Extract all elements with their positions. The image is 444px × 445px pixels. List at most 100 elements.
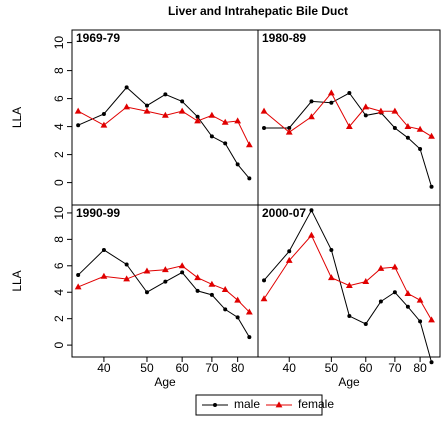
series-line [77, 249, 250, 338]
y-tick-label: 6 [52, 95, 66, 102]
series-line [77, 86, 250, 179]
y-tick-label: 2 [52, 315, 66, 322]
point [404, 123, 412, 129]
panel-label: 1969-79 [76, 31, 120, 45]
y-tick-label: 10 [52, 36, 66, 50]
point [404, 289, 412, 296]
point [309, 99, 314, 104]
y-tick-label: 0 [52, 341, 66, 348]
point [100, 121, 108, 128]
point [123, 275, 131, 282]
point [247, 176, 252, 181]
point [362, 103, 370, 110]
point [405, 304, 410, 309]
point [208, 111, 216, 118]
point [285, 128, 293, 135]
point [180, 270, 185, 275]
point [195, 288, 200, 293]
point [287, 126, 292, 130]
point [195, 114, 200, 119]
x-tick-label: 60 [359, 361, 373, 375]
point [345, 123, 353, 129]
point [161, 111, 169, 118]
point [429, 184, 434, 189]
point [392, 126, 397, 130]
point [418, 147, 423, 151]
point [143, 267, 151, 274]
x-tick-label: 50 [325, 361, 339, 375]
x-tick-label: 80 [231, 361, 245, 375]
point [223, 307, 228, 312]
point [262, 126, 267, 130]
panel-label: 1980-89 [262, 31, 306, 45]
point [377, 107, 385, 114]
point [405, 135, 410, 140]
y-tick-label: 4 [52, 123, 66, 130]
point [309, 208, 314, 213]
point [163, 92, 168, 97]
point [235, 315, 240, 320]
x-tick-label: 70 [205, 361, 219, 375]
point [74, 107, 82, 114]
point [247, 335, 252, 340]
y-tick-label: 6 [52, 262, 66, 269]
point [327, 274, 335, 281]
y-tick-label: 2 [52, 151, 66, 158]
point [74, 283, 82, 290]
point [123, 103, 131, 110]
legend-box [195, 394, 323, 416]
y-tick-label: 10 [52, 206, 66, 220]
x-tick-label: 40 [97, 361, 111, 375]
point [194, 117, 201, 124]
point [327, 89, 335, 96]
point [223, 141, 228, 146]
point [378, 299, 383, 304]
point [143, 107, 151, 114]
x-tick-label: 40 [283, 361, 297, 375]
point [163, 279, 168, 284]
y-tick-label: 8 [52, 67, 66, 74]
point [209, 134, 214, 139]
chart-title: Liver and Intrahepatic Bile Duct [168, 4, 348, 18]
point [392, 290, 397, 295]
y-axis-label: LLA [10, 107, 24, 128]
point [234, 117, 242, 124]
point [180, 99, 185, 104]
point [101, 247, 106, 252]
point [391, 263, 399, 270]
point [260, 295, 268, 302]
point [429, 360, 434, 365]
point [178, 262, 186, 269]
point [363, 321, 368, 326]
y-tick-label: 8 [52, 236, 66, 243]
point [76, 273, 81, 278]
x-tick-label: 80 [413, 361, 427, 375]
point [287, 249, 292, 254]
point [363, 113, 368, 118]
legend-marker [213, 403, 217, 407]
panel-frame [257, 204, 441, 358]
point [347, 314, 352, 319]
point [391, 107, 399, 114]
legend-label: female [298, 397, 334, 411]
point [285, 256, 293, 263]
legend-marker [275, 401, 283, 408]
y-axis-label: LLA [10, 270, 24, 291]
point [329, 247, 334, 252]
point [208, 280, 216, 287]
point [377, 264, 385, 271]
y-tick-label: 0 [52, 179, 66, 186]
point [260, 107, 268, 114]
point [100, 272, 108, 279]
point [347, 91, 352, 95]
point [428, 132, 435, 139]
panel-label: 2000-07 [262, 206, 306, 220]
point [308, 231, 315, 238]
point [124, 262, 129, 267]
point [428, 316, 435, 323]
point [262, 278, 267, 283]
panel-frame [257, 29, 441, 206]
point [416, 296, 424, 303]
point [221, 285, 229, 292]
